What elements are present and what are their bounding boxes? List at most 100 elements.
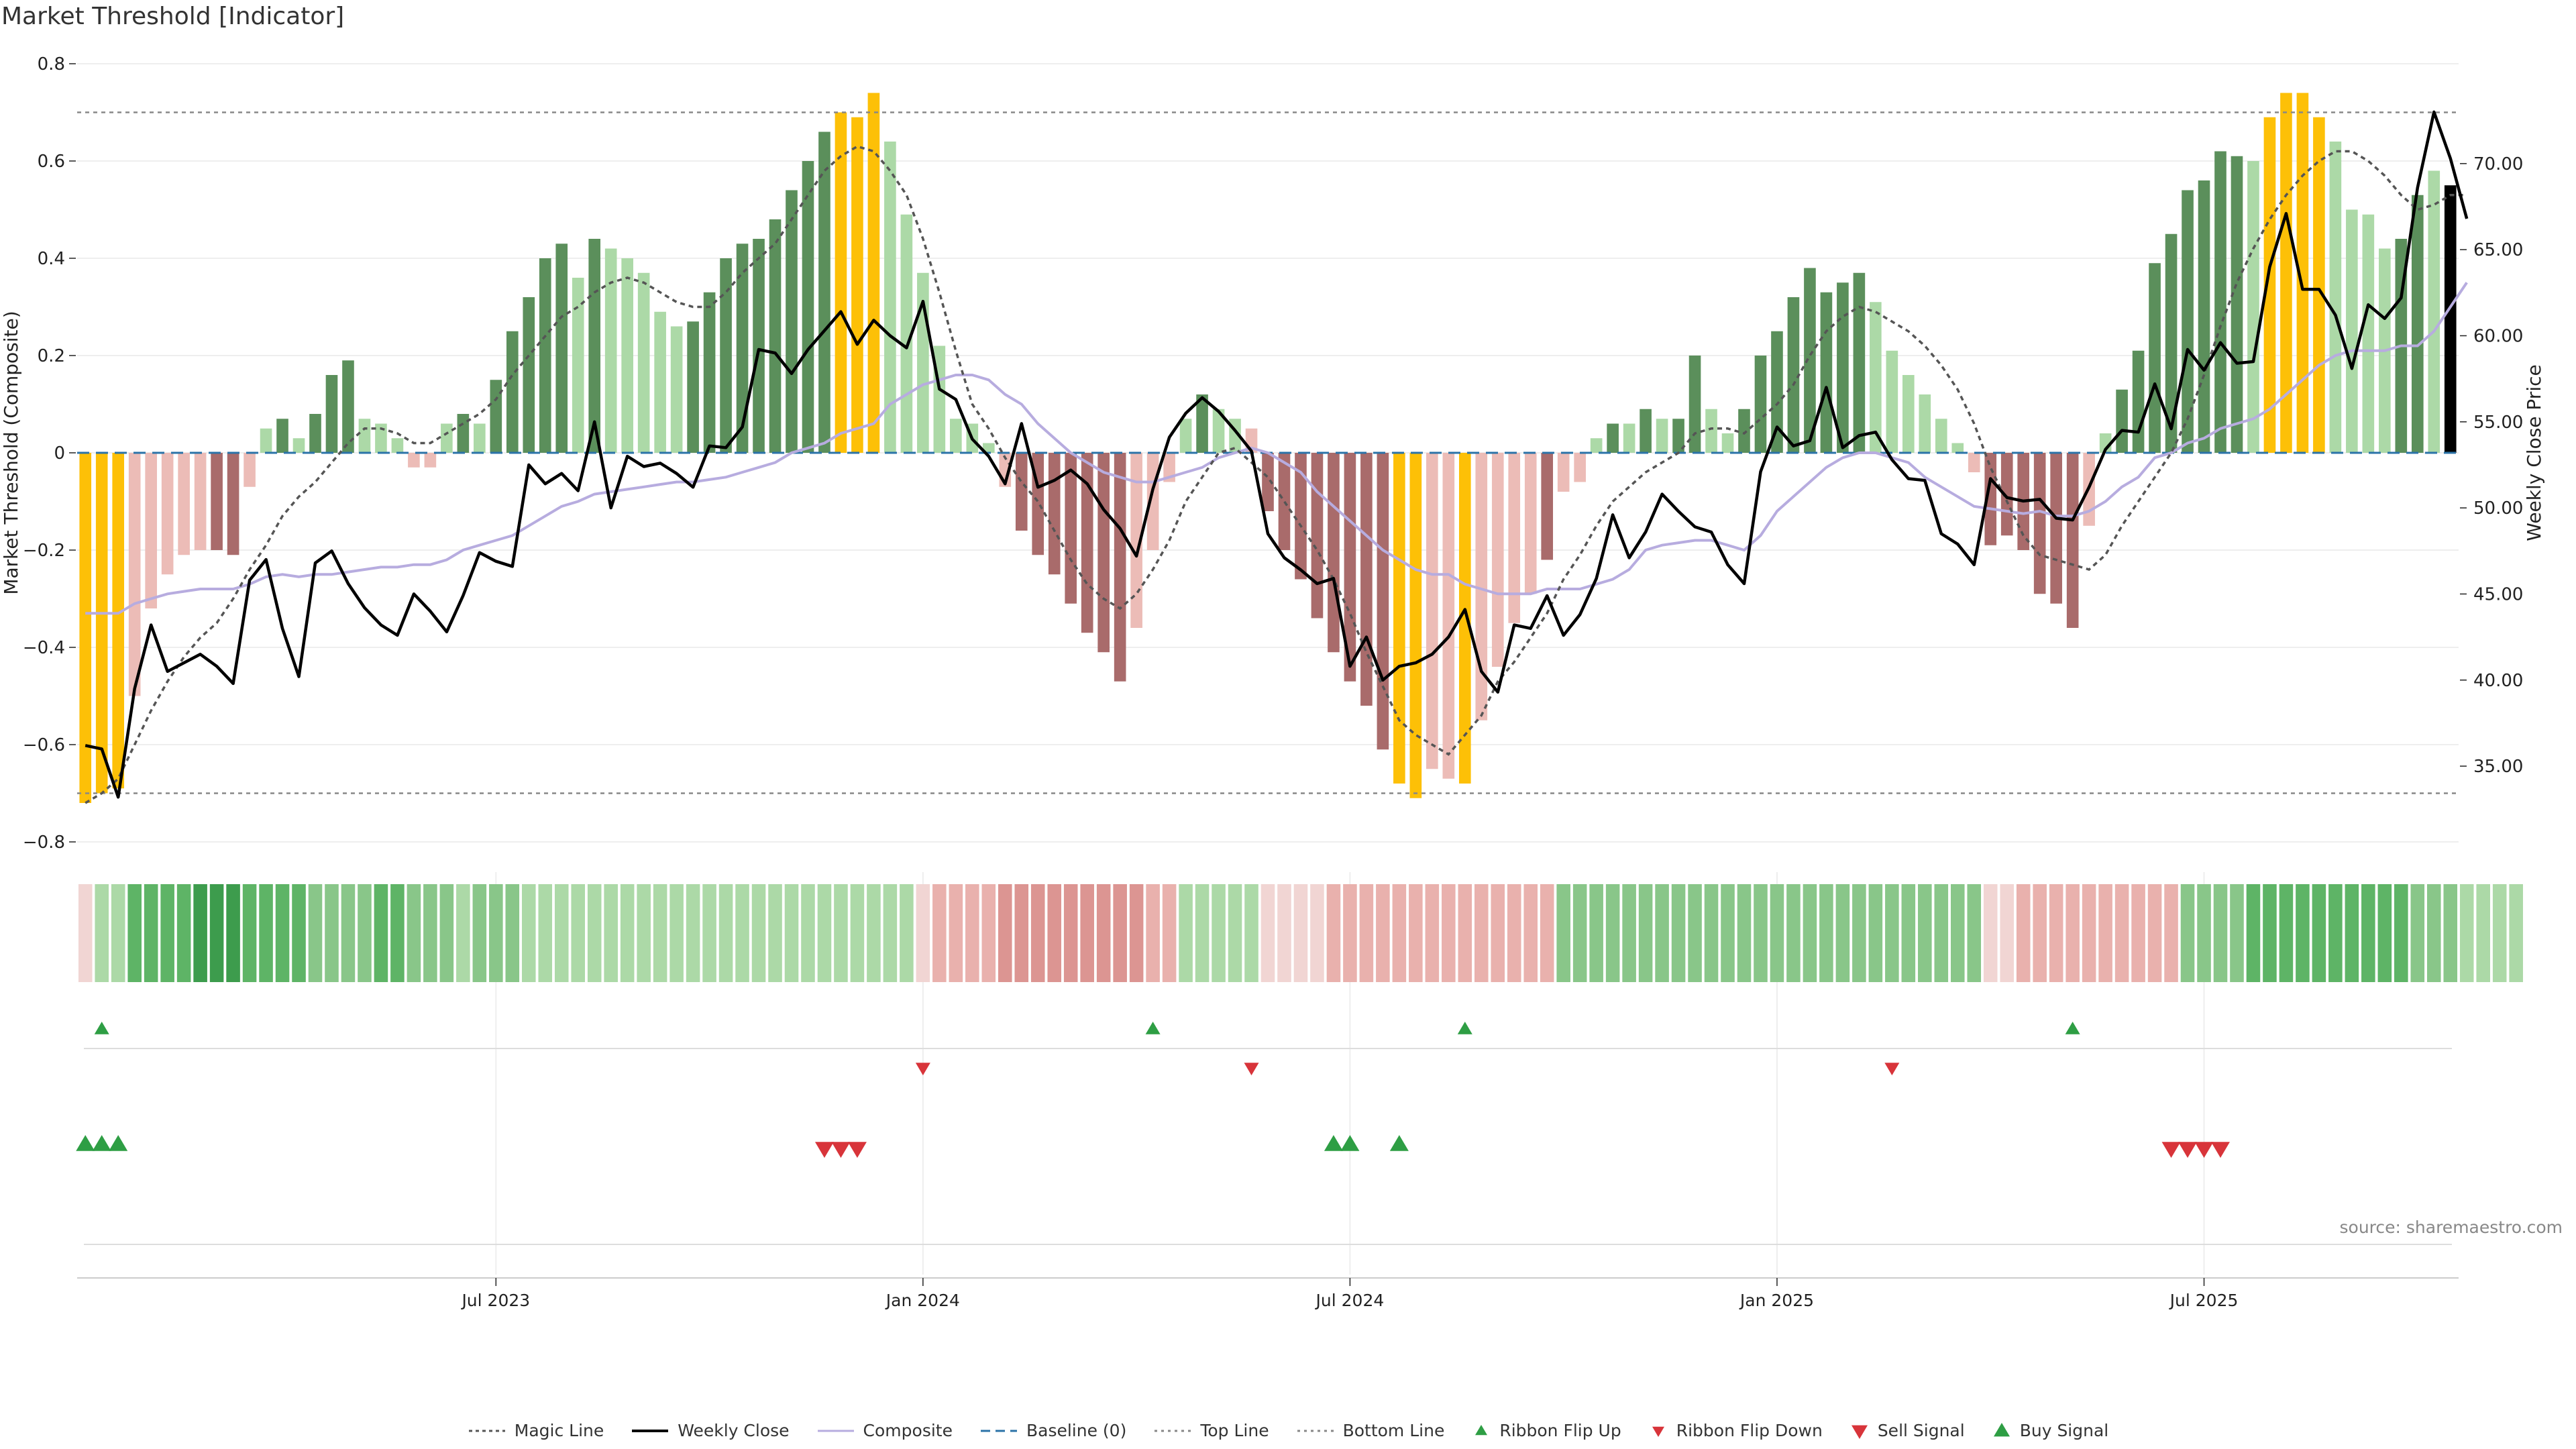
ribbon-cell: [358, 884, 372, 982]
ribbon-cell: [1605, 884, 1620, 982]
ribbon-cell: [1458, 884, 1472, 982]
ribbon-cell: [735, 884, 749, 982]
composite-bar: [1295, 453, 1307, 580]
legend-swatch: [1297, 1430, 1334, 1432]
composite-bar: [2296, 93, 2309, 453]
y2-tick-label: 40.00: [2473, 671, 2523, 691]
composite-bar: [2165, 233, 2178, 453]
composite-bar: [358, 419, 371, 453]
sell-signal-marker: [847, 1142, 867, 1158]
composite-bar: [1853, 272, 1866, 453]
ribbon-cell: [653, 884, 667, 982]
ribbon-cell: [867, 884, 881, 982]
ribbon-cell: [932, 884, 947, 982]
ribbon-cell: [144, 884, 158, 982]
legend-label: Ribbon Flip Down: [1676, 1421, 1823, 1440]
composite-bar: [1179, 419, 1192, 453]
composite-bar: [703, 292, 716, 453]
ribbon-cell: [1622, 884, 1636, 982]
legend-swatch: [1993, 1422, 2010, 1436]
ribbon-cell: [2016, 884, 2031, 982]
ribbon-flip-up-marker: [94, 1022, 109, 1034]
y2-tick-label: 70.00: [2473, 154, 2523, 174]
legend-swatch: [1475, 1424, 1488, 1435]
ribbon-cell: [1901, 884, 1916, 982]
magic-line: [85, 145, 2467, 804]
ribbon-cell: [1146, 884, 1160, 982]
ribbon-cell: [489, 884, 503, 982]
composite-bar: [1426, 453, 1438, 769]
ribbon-cell: [439, 884, 454, 982]
ribbon-cell: [1983, 884, 1998, 982]
legend-swatch: [1851, 1425, 1868, 1439]
composite-bar: [244, 453, 256, 487]
x-tick-label: Jul 2024: [1315, 1291, 1385, 1310]
ribbon-cell: [2410, 884, 2425, 982]
ribbon-cell: [2361, 884, 2375, 982]
ribbon-cell: [2230, 884, 2244, 982]
ribbon-cell: [784, 884, 799, 982]
composite-bar: [128, 453, 141, 696]
composite-bar: [1475, 453, 1488, 720]
x-tick-label: Jul 2023: [460, 1291, 530, 1310]
ribbon-cell: [620, 884, 635, 982]
ribbon-cell: [1852, 884, 1866, 982]
ribbon-cell: [718, 884, 733, 982]
composite-bar: [1787, 297, 1800, 453]
composite-bar: [424, 453, 437, 468]
ribbon-cell: [292, 884, 306, 982]
ribbon-cell: [2459, 884, 2474, 982]
ribbon-cell: [768, 884, 782, 982]
ribbon-flip-down-marker: [915, 1063, 930, 1075]
composite-bar: [112, 453, 125, 789]
composite-bar: [670, 326, 683, 453]
composite-bar: [375, 423, 387, 453]
composite-bar: [95, 453, 108, 794]
composite-bar: [457, 414, 470, 453]
y-axis-label: Market Threshold (Composite): [0, 311, 22, 594]
ribbon-cell: [850, 884, 865, 982]
composite-bar: [1590, 438, 1603, 453]
composite-bar: [1048, 453, 1061, 575]
ribbon-cell: [669, 884, 684, 982]
ribbon-cell: [2131, 884, 2145, 982]
legend-swatch: [817, 1430, 854, 1432]
composite-bar: [506, 331, 519, 453]
ribbon-cell: [1425, 884, 1440, 982]
legend-label: Composite: [863, 1421, 953, 1440]
composite-bar: [1491, 453, 1504, 667]
ribbon-cell: [2377, 884, 2392, 982]
legend-item: Top Line: [1153, 1421, 1269, 1440]
ribbon-cell: [571, 884, 586, 982]
composite-bar: [2247, 161, 2259, 453]
ribbon-cell: [1950, 884, 1965, 982]
legend-label: Magic Line: [514, 1421, 604, 1440]
composite-bar: [1623, 423, 1635, 453]
composite-bar: [2329, 142, 2342, 453]
composite-bar: [753, 239, 765, 453]
composite-bar: [637, 272, 650, 453]
ribbon-cell: [2296, 884, 2310, 982]
ribbon-cell: [1688, 884, 1702, 982]
ribbon-cell: [2065, 884, 2080, 982]
ribbon-cell: [325, 884, 339, 982]
composite-bar: [2313, 117, 2325, 453]
composite-bar: [1409, 453, 1422, 798]
composite-bar: [1508, 453, 1521, 623]
composite-bar: [572, 278, 584, 453]
composite-bar: [2116, 389, 2128, 453]
ribbon-cell: [1113, 884, 1127, 982]
composite-bars: [79, 93, 2457, 803]
composite-bar: [2066, 453, 2079, 628]
legend-swatch: [1155, 1430, 1191, 1432]
composite-bar: [2428, 170, 2440, 453]
ribbon-cell: [1918, 884, 1932, 982]
composite-bar: [1968, 453, 1980, 472]
composite-bar: [490, 380, 502, 453]
ribbon-cell: [275, 884, 290, 982]
ribbon-cell: [1293, 884, 1308, 982]
ribbon-cell: [2328, 884, 2343, 982]
ribbon-cell: [1572, 884, 1587, 982]
ribbon-cell: [1491, 884, 1505, 982]
ribbon-cell: [2000, 884, 2015, 982]
